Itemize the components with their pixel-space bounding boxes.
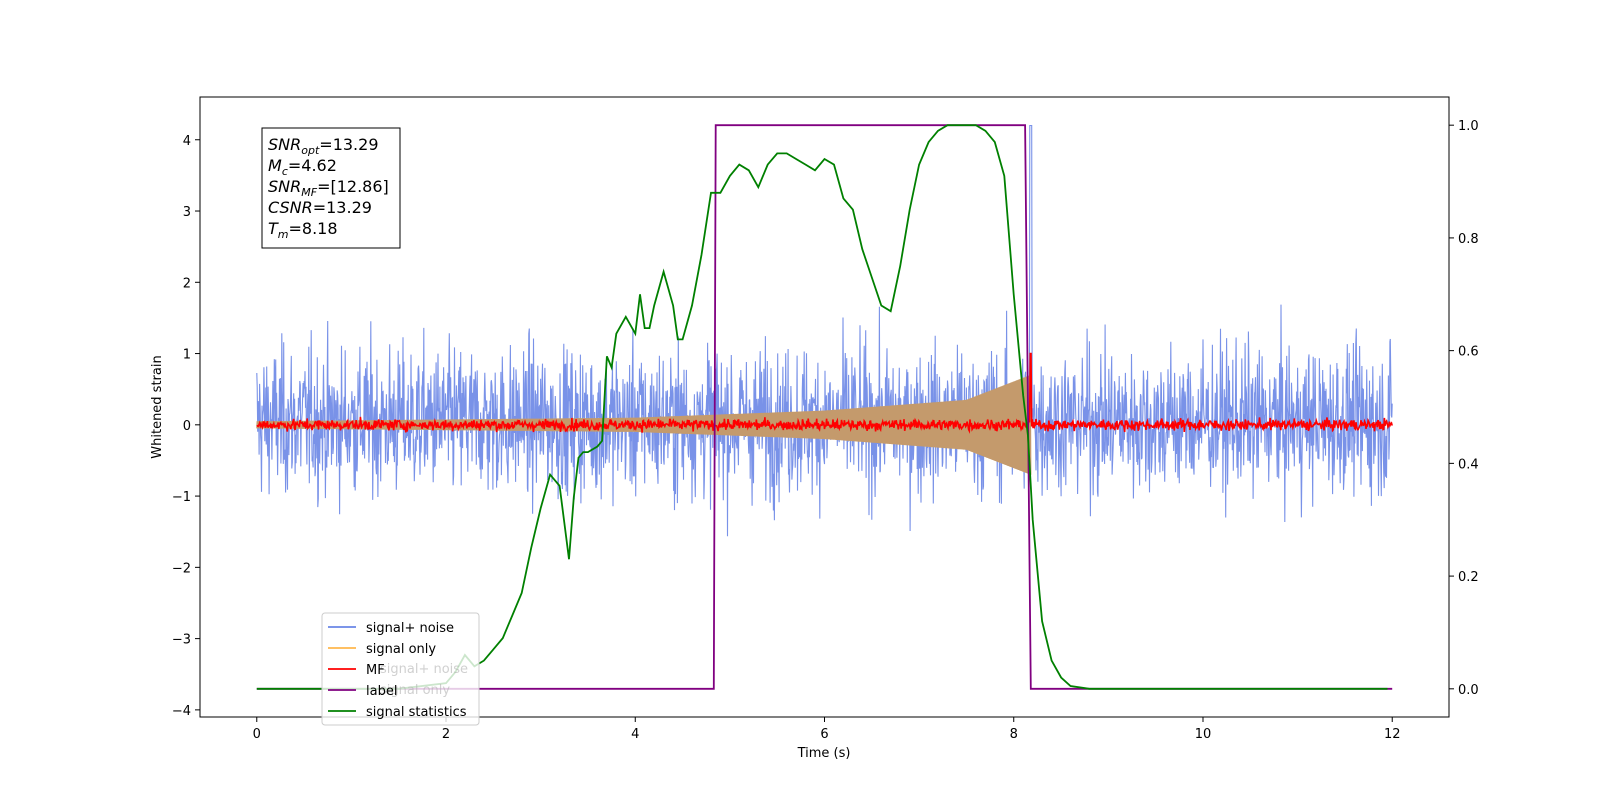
y-tick-label: 4: [183, 134, 191, 149]
x-tick-label: 4: [631, 727, 639, 742]
y-tick-label: −4: [172, 704, 191, 719]
plot-area: [256, 124, 1393, 690]
x-tick-label: 8: [1010, 727, 1018, 742]
y-tick-label: 1: [183, 348, 191, 363]
y2-tick-label: 0.4: [1458, 457, 1479, 472]
annotation-line: SNRMF=[12.86]: [268, 177, 389, 199]
y2-tick-label: 0.0: [1458, 683, 1479, 698]
y-tick-label: −1: [172, 490, 191, 505]
x-tick-label: 10: [1195, 727, 1212, 742]
series-signal-statistics: [256, 124, 1388, 690]
y2-tick-label: 0.2: [1458, 570, 1479, 585]
legend: signal+ noise signal only signal+ noise sig…: [321, 612, 480, 726]
series-mf: [256, 352, 1393, 434]
legend-label: signal+ noise: [366, 621, 454, 636]
y-tick-label: 2: [183, 276, 191, 291]
legend-label: signal statistics: [366, 705, 467, 720]
x-tick-label: 6: [820, 727, 828, 742]
legend-ghost-text: signal+ noise: [380, 662, 468, 677]
legend-label: signal only: [366, 642, 436, 657]
x-tick-label: 0: [253, 727, 261, 742]
y-tick-label: −2: [172, 561, 191, 576]
y-tick-label: 3: [183, 205, 191, 220]
legend-frame: [321, 612, 480, 726]
annotation-line: CSNR=13.29: [268, 198, 372, 217]
y2-tick-label: 0.6: [1458, 345, 1479, 360]
annotation-line: Tm=8.18: [268, 219, 338, 241]
legend-label: MF: [366, 663, 385, 678]
x-tick-label: 12: [1384, 727, 1401, 742]
y-axis-label: Whitened strain: [150, 355, 165, 458]
legend-ghost-text: signal only: [380, 683, 450, 698]
y-tick-label: −3: [172, 633, 191, 648]
y-tick-label: 0: [183, 419, 191, 434]
annotation-box: SNRopt=13.29Mc=4.62SNRMF=[12.86]CSNR=13.…: [261, 127, 401, 249]
x-axis-label: Time (s): [797, 746, 851, 761]
annotation-line: SNRopt=13.29: [268, 135, 379, 157]
y2-tick-label: 1.0: [1458, 119, 1479, 134]
legend-label: label: [366, 684, 397, 699]
annotation-frame: [261, 127, 401, 249]
series-signal-noise: [256, 124, 1393, 537]
annotation-line: Mc=4.62: [268, 156, 337, 178]
series-signal-only: [256, 375, 1032, 475]
x-tick-label: 2: [442, 727, 450, 742]
y2-tick-label: 0.8: [1458, 232, 1479, 247]
